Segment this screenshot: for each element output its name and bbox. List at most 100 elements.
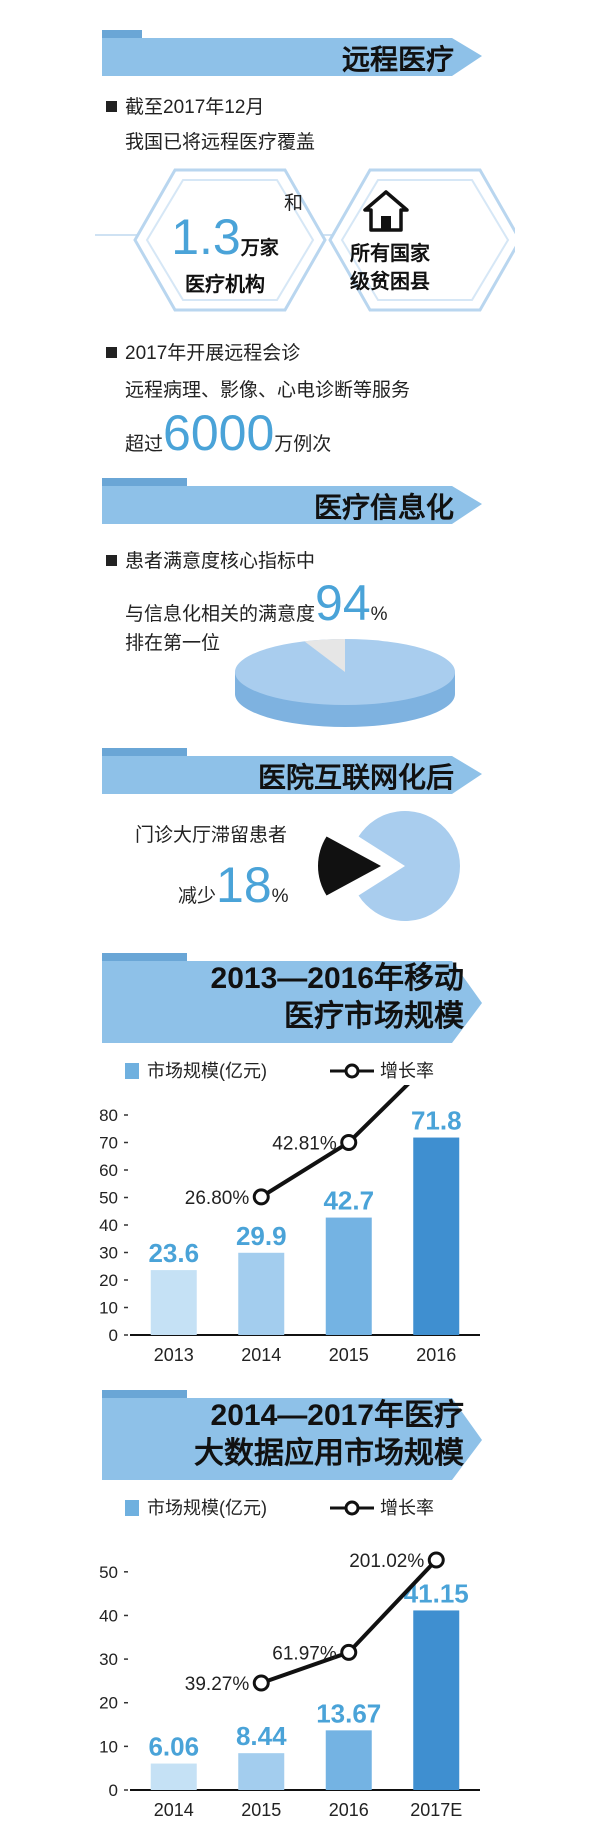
chart1-legend-line: 增长率 — [330, 1057, 434, 1083]
hex2-line1: 所有国家 — [350, 243, 430, 265]
growth-point — [340, 1643, 358, 1661]
bar-value-label: 29.9 — [236, 1221, 287, 1251]
chart2-title: 2014—2017年医疗 大数据应用市场规模 — [194, 1397, 464, 1473]
section2-banner: 医疗信息化 — [102, 478, 482, 526]
chart2-banner — [102, 1390, 482, 1480]
bar — [238, 1252, 285, 1335]
bar — [413, 1137, 460, 1335]
y-tick-label: 40 — [99, 1216, 118, 1235]
banner-shape — [102, 748, 482, 794]
y-tick-label: 80 — [99, 1106, 118, 1125]
chart2-title-line1: 2014—2017年医疗 — [210, 1399, 464, 1432]
section1-line1-text: 截至2017年12月 — [125, 97, 265, 118]
y-tick-label: 10 — [99, 1737, 118, 1756]
growth-point — [427, 1551, 445, 1569]
bullet-square-icon — [106, 347, 117, 358]
hex2-label: 所有国家 级贫困县 — [330, 240, 450, 296]
growth-point — [252, 1188, 270, 1206]
line2-suffix: % — [271, 886, 289, 907]
legend-bar-label: 市场规模(亿元) — [147, 1498, 267, 1518]
bar-value-label: 71.8 — [411, 1106, 462, 1136]
y-tick-label: 20 — [99, 1694, 118, 1713]
growth-label: 26.80% — [185, 1188, 250, 1209]
x-tick-label: 2015 — [241, 1800, 281, 1820]
y-tick-label: 30 — [99, 1650, 118, 1669]
hex1-unit: 万家 — [240, 238, 279, 259]
pie-reduced-slice — [318, 836, 381, 896]
banner-shape — [102, 953, 482, 1043]
growth-label: 61.97% — [272, 1643, 337, 1664]
growth-label: 39.27% — [185, 1674, 250, 1695]
legend-bar-swatch — [125, 1500, 139, 1516]
line2-number: 18 — [216, 857, 272, 913]
legend-bar-swatch — [125, 1063, 139, 1079]
y-tick-label: 50 — [99, 1563, 118, 1582]
hex1-label: 医疗机构 — [185, 274, 265, 296]
bar — [325, 1217, 372, 1335]
section1-line3: 2017年开展远程会诊 — [106, 338, 300, 365]
x-tick-label: 2016 — [329, 1800, 369, 1820]
legend-bar-label: 市场规模(亿元) — [147, 1061, 267, 1081]
section1-banner: 远程医疗 — [102, 30, 482, 78]
y-tick-label: 10 — [99, 1299, 118, 1318]
y-tick-label: 50 — [99, 1189, 118, 1208]
satisfaction-pie-3d — [235, 639, 455, 727]
chart2-svg: 010203040506.0620148.44201513.67201641.1… — [99, 1551, 480, 1820]
bar-value-label: 8.44 — [236, 1721, 287, 1751]
y-tick-label: 40 — [99, 1606, 118, 1625]
section3-banner: 医院互联网化后 — [102, 748, 482, 796]
section3-title: 医院互联网化后 — [257, 762, 454, 793]
y-tick-label: 0 — [109, 1326, 118, 1345]
hex1-number: 1.3 — [171, 209, 241, 265]
line2-prefix: 减少 — [178, 886, 217, 907]
x-tick-label: 2015 — [329, 1345, 369, 1365]
section2-line1-text: 患者满意度核心指标中 — [125, 551, 316, 572]
bullet-square-icon — [106, 555, 117, 566]
bar — [150, 1763, 197, 1790]
chart2-title-line2: 大数据应用市场规模 — [194, 1437, 464, 1470]
house-icon — [363, 190, 409, 232]
chart1-svg: 0 10 20 30 40 50 60 70 80 23.6 2013 29.9 2014 42.7 201… — [99, 1085, 480, 1365]
x-tick-label: 2017E — [410, 1800, 462, 1820]
bar — [325, 1730, 372, 1790]
section1-line5: 超过6000万例次 — [125, 408, 331, 458]
y-tick-label: 60 — [99, 1161, 118, 1180]
bullet-square-icon — [106, 101, 117, 112]
section2-line2: 与信息化相关的满意度94% — [125, 578, 388, 628]
growth-point — [340, 1133, 358, 1151]
section1-title: 远程医疗 — [341, 44, 454, 75]
legend-line-marker-icon — [330, 1500, 374, 1516]
bar-value-label: 23.6 — [148, 1238, 199, 1268]
chart1-legend-bar: 市场规模(亿元) — [125, 1057, 267, 1083]
hexagon-graphics — [95, 168, 515, 312]
bar-value-label: 13.67 — [316, 1698, 381, 1728]
banner-shape — [102, 1390, 482, 1480]
legend-line-marker-icon — [330, 1063, 374, 1079]
chart2-legend-line: 增长率 — [330, 1494, 434, 1520]
bar — [238, 1753, 285, 1790]
line5-suffix: 万例次 — [274, 434, 332, 455]
section1-line1: 截至2017年12月 — [106, 92, 264, 119]
section3-line1: 门诊大厅滞留患者 — [135, 825, 288, 846]
y-tick-label: 20 — [99, 1271, 118, 1290]
y-tick-label: 70 — [99, 1134, 118, 1153]
y-tick-label: 0 — [109, 1781, 118, 1800]
line2-prefix: 与信息化相关的满意度 — [125, 604, 316, 625]
section3-line2: 减少18% — [178, 860, 289, 910]
section2-line1: 患者满意度核心指标中 — [106, 546, 315, 573]
section2-title: 医疗信息化 — [313, 492, 454, 523]
pie-main-slice — [358, 811, 460, 921]
growth-point — [252, 1674, 270, 1692]
banner-shape — [102, 478, 482, 524]
x-tick-label: 2014 — [241, 1345, 281, 1365]
bar-value-label: 42.7 — [323, 1186, 374, 1216]
x-tick-label: 2016 — [416, 1345, 456, 1365]
growth-label: 42.81% — [272, 1133, 337, 1154]
chart2-legend-bar: 市场规模(亿元) — [125, 1494, 267, 1520]
line2-suffix: % — [370, 604, 388, 625]
x-tick-label: 2014 — [154, 1800, 194, 1820]
bar — [150, 1270, 197, 1335]
section2-line3: 排在第一位 — [125, 633, 221, 654]
hex2-line2: 级贫困县 — [350, 271, 430, 293]
bar-value-label: 6.06 — [148, 1732, 199, 1762]
